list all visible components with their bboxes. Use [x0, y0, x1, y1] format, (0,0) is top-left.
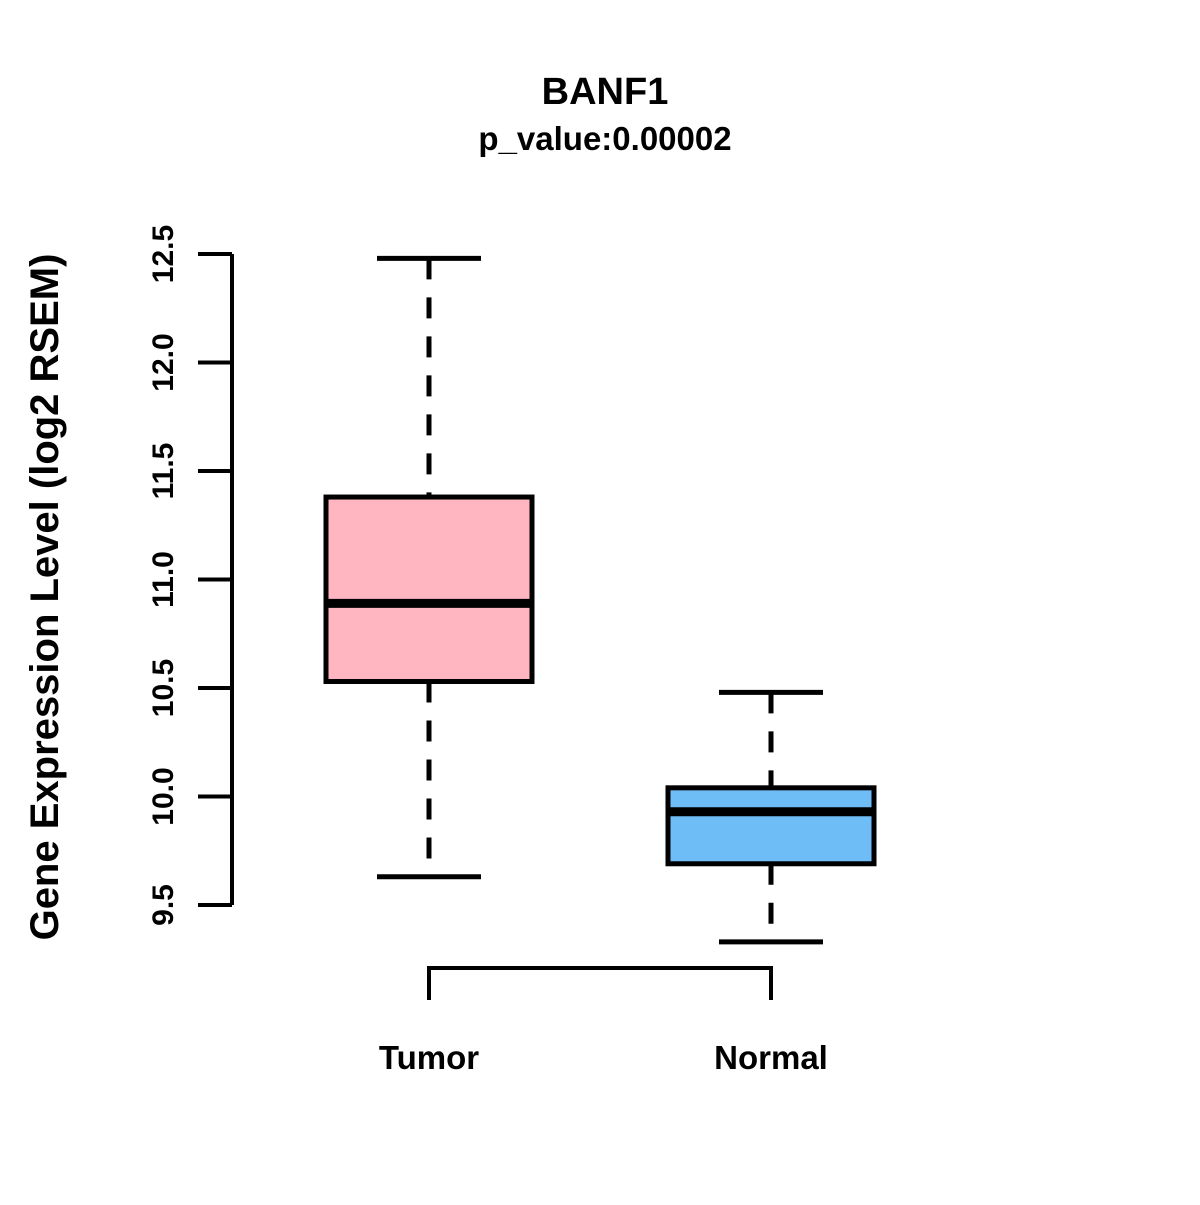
category-label-tumor: Tumor: [379, 1039, 479, 1076]
comparison-bracket: [427, 966, 773, 1000]
chart-title: BANF1: [542, 71, 669, 113]
y-axis-tick-label: 10.5: [147, 659, 180, 717]
iqr-box-normal: [665, 785, 877, 867]
category-label-normal: Normal: [714, 1039, 828, 1076]
y-axis-tick-label: 11.0: [147, 551, 180, 608]
y-axis-tick-label: 9.5: [147, 884, 180, 926]
y-axis-tick-label: 10.0: [147, 767, 180, 825]
y-axis: 9.5 10.0 10.5 11.0 11.5 12.0 12.5: [147, 225, 234, 926]
x-category-labels: Tumor Normal: [379, 1039, 828, 1076]
chart-subtitle: p_value:0.00002: [478, 120, 731, 157]
iqr-box-tumor: [323, 494, 535, 684]
boxplot-series: [323, 255, 877, 945]
y-axis-tick-label: 11.5: [147, 443, 180, 500]
box-tumor: [323, 255, 535, 880]
bracket-path: [427, 966, 773, 1000]
y-axis-tick-label: 12.0: [147, 333, 180, 391]
box-normal: [665, 689, 877, 945]
y-axis-label: Gene Expression Level (log2 RSEM): [23, 254, 67, 941]
y-axis-tick-label: 12.5: [147, 225, 180, 283]
